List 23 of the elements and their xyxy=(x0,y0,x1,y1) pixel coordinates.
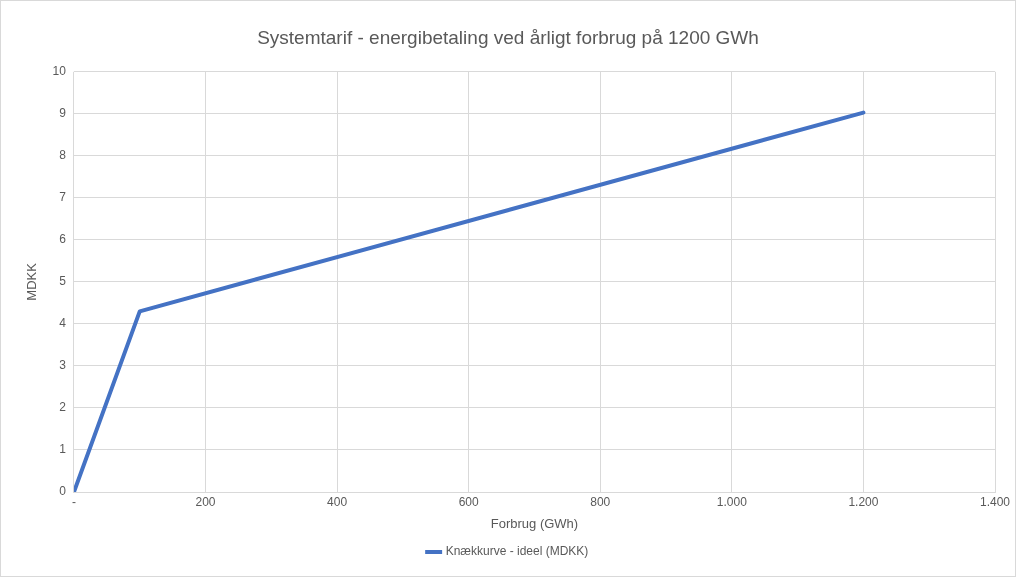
x-tick-label: 200 xyxy=(195,494,216,509)
y-tick-label: 1 xyxy=(59,442,67,457)
x-tick-label: - xyxy=(71,494,76,509)
y-tick-label: 7 xyxy=(59,190,67,205)
y-tick-label: 4 xyxy=(59,316,67,331)
x-tick-label: 1.200 xyxy=(848,494,879,509)
x-tick-label: 600 xyxy=(458,494,480,509)
x-tick-label: 1.000 xyxy=(716,494,748,509)
x-tick-label: 800 xyxy=(590,494,611,509)
y-tick-label: 9 xyxy=(59,106,67,121)
y-tick-label: 10 xyxy=(52,64,67,79)
y-tick-label: 6 xyxy=(59,232,67,247)
y-tick-label: 3 xyxy=(59,358,67,373)
chart-title: Systemtarif - energibetaling ved årligt forbrug på 1200 GWh xyxy=(257,26,759,48)
y-tick-label: 0 xyxy=(59,484,67,499)
y-tick-label: 8 xyxy=(59,148,67,163)
y-tick-label: 2 xyxy=(59,400,67,415)
legend-label: Knækkurve - ideel (MDKK) xyxy=(445,544,589,559)
x-axis-title: Forbrug (GWh) xyxy=(490,515,579,531)
x-tick-label: 1.400 xyxy=(979,494,1011,509)
y-tick-label: 5 xyxy=(59,274,67,289)
x-tick-label: 400 xyxy=(327,494,348,509)
y-axis-title: MDKK xyxy=(24,262,40,301)
